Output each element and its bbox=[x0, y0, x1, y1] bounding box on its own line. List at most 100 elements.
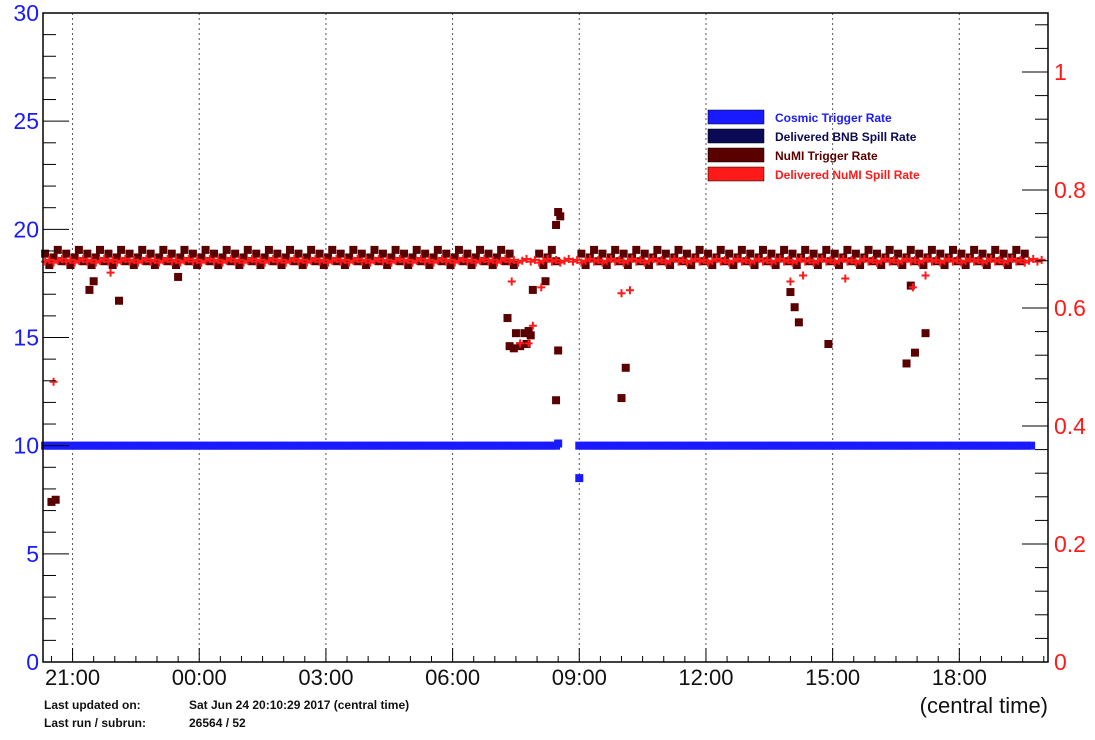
spill-rate-point bbox=[524, 339, 533, 348]
spill-rate-point bbox=[497, 256, 506, 265]
cosmic-rate-point bbox=[896, 441, 905, 450]
numi-rate-point bbox=[488, 261, 497, 270]
cosmic-rate-point bbox=[967, 441, 976, 450]
cosmic-rate-point bbox=[353, 441, 362, 450]
spill-rate-point bbox=[556, 258, 565, 267]
numi-rate-point bbox=[218, 253, 227, 262]
numi-rate-point bbox=[260, 253, 269, 262]
numi-rate-point bbox=[554, 208, 563, 217]
spill-rate-point bbox=[784, 255, 793, 264]
spill-rate-point bbox=[311, 255, 320, 264]
spill-rate-point bbox=[851, 258, 860, 267]
cosmic-rate-point bbox=[357, 441, 366, 450]
cosmic-rate-point bbox=[972, 441, 981, 450]
spill-rate-point bbox=[864, 257, 873, 266]
spill-rate-point bbox=[674, 257, 683, 266]
cosmic-rate-point bbox=[929, 441, 938, 450]
cosmic-rate-point bbox=[176, 441, 185, 450]
spill-rate-point bbox=[252, 257, 261, 266]
numi-rate-point bbox=[790, 303, 799, 312]
spill-rate-point bbox=[286, 256, 295, 265]
right-axis: 0 0.2 0.4 0.6 0.8 1 bbox=[1022, 24, 1086, 675]
spill-rate-point bbox=[507, 277, 516, 286]
cosmic-rate-point bbox=[828, 441, 837, 450]
cosmic-rate-point bbox=[193, 441, 202, 450]
right-tick-label: 0.4 bbox=[1054, 413, 1086, 439]
cosmic-rate-point bbox=[121, 441, 130, 450]
cosmic-rate-point bbox=[761, 441, 770, 450]
numi-rate-point bbox=[851, 249, 860, 258]
numi-rate-point bbox=[197, 253, 206, 262]
numi-rate-point bbox=[541, 277, 550, 286]
numi-rate-point bbox=[167, 249, 176, 258]
cosmic-rate-point bbox=[509, 441, 518, 450]
numi-rate-point bbox=[822, 245, 831, 254]
numi-rate-point bbox=[471, 253, 480, 262]
cosmic-rate-point bbox=[184, 441, 193, 450]
cosmic-rate-point bbox=[463, 441, 472, 450]
numi-rate-point bbox=[936, 249, 945, 258]
spill-rate-point bbox=[201, 256, 210, 265]
numi-rate-point bbox=[526, 331, 535, 340]
numi-rate-point bbox=[927, 245, 936, 254]
numi-rate-point bbox=[824, 339, 833, 348]
spill-rate-point bbox=[106, 268, 115, 277]
spill-rate-point bbox=[573, 255, 582, 264]
spill-rate-point bbox=[53, 256, 62, 265]
cosmic-rate-point bbox=[858, 441, 867, 450]
spill-rate-point bbox=[307, 256, 316, 265]
spill-rate-point bbox=[49, 377, 58, 386]
cosmic-rate-point bbox=[672, 441, 681, 450]
cosmic-rate-point bbox=[714, 441, 723, 450]
last-run-value: 26564 / 52 bbox=[189, 716, 246, 730]
numi-rate-point bbox=[788, 249, 797, 258]
cosmic-rate-point bbox=[689, 441, 698, 450]
spill-rate-point bbox=[780, 257, 789, 266]
cosmic-rate-point bbox=[547, 441, 556, 450]
legend: Cosmic Trigger Rate Delivered BNB Spill R… bbox=[707, 109, 920, 182]
numi-rate-point bbox=[51, 495, 60, 504]
numi-rate-point bbox=[349, 245, 358, 254]
spill-rate-point bbox=[387, 258, 396, 267]
numi-rate-point bbox=[383, 261, 392, 270]
numi-rate-point bbox=[336, 249, 345, 258]
spill-rate-point bbox=[222, 256, 231, 265]
spill-rate-point bbox=[125, 257, 134, 266]
cosmic-rate-point bbox=[535, 441, 544, 450]
cosmic-rate-point bbox=[790, 441, 799, 450]
numi-rate-point bbox=[83, 249, 92, 258]
cosmic-rate-point bbox=[837, 441, 846, 450]
spill-rate-point bbox=[636, 255, 645, 264]
spill-rate-point bbox=[733, 255, 742, 264]
numi-rate-point bbox=[906, 281, 915, 290]
cosmic-rate-point bbox=[575, 474, 584, 483]
spill-rate-point bbox=[214, 255, 223, 264]
cosmic-rate-point bbox=[214, 441, 223, 450]
spill-rate-point bbox=[948, 257, 957, 266]
spill-rate-point bbox=[666, 256, 675, 265]
spill-rate-point bbox=[408, 258, 417, 267]
cosmic-rate-point bbox=[651, 441, 660, 450]
cosmic-rate-point bbox=[349, 441, 358, 450]
numi-rate-point bbox=[87, 261, 96, 270]
spill-rate-point bbox=[889, 255, 898, 264]
spill-rate-point bbox=[471, 258, 480, 267]
spill-rate-point bbox=[644, 256, 653, 265]
numi-rate-point bbox=[509, 261, 518, 270]
cosmic-rate-point bbox=[125, 441, 134, 450]
numi-rate-point bbox=[750, 261, 759, 270]
spill-rate-point bbox=[514, 258, 523, 267]
x-tick-label: 15:00 bbox=[805, 665, 860, 690]
cosmic-rate-point bbox=[264, 441, 273, 450]
spill-rate-point bbox=[830, 258, 839, 267]
numi-rate-point bbox=[1003, 261, 1012, 270]
numi-rate-point bbox=[902, 359, 911, 368]
x-tick-label: 12:00 bbox=[678, 665, 733, 690]
cosmic-rate-point bbox=[938, 441, 947, 450]
numi-rate-point bbox=[877, 261, 886, 270]
legend-label: Delivered NuMI Spill Rate bbox=[775, 168, 920, 182]
numi-rate-point bbox=[222, 245, 231, 254]
cosmic-rate-point bbox=[201, 441, 210, 450]
spill-rate-point bbox=[45, 255, 54, 264]
